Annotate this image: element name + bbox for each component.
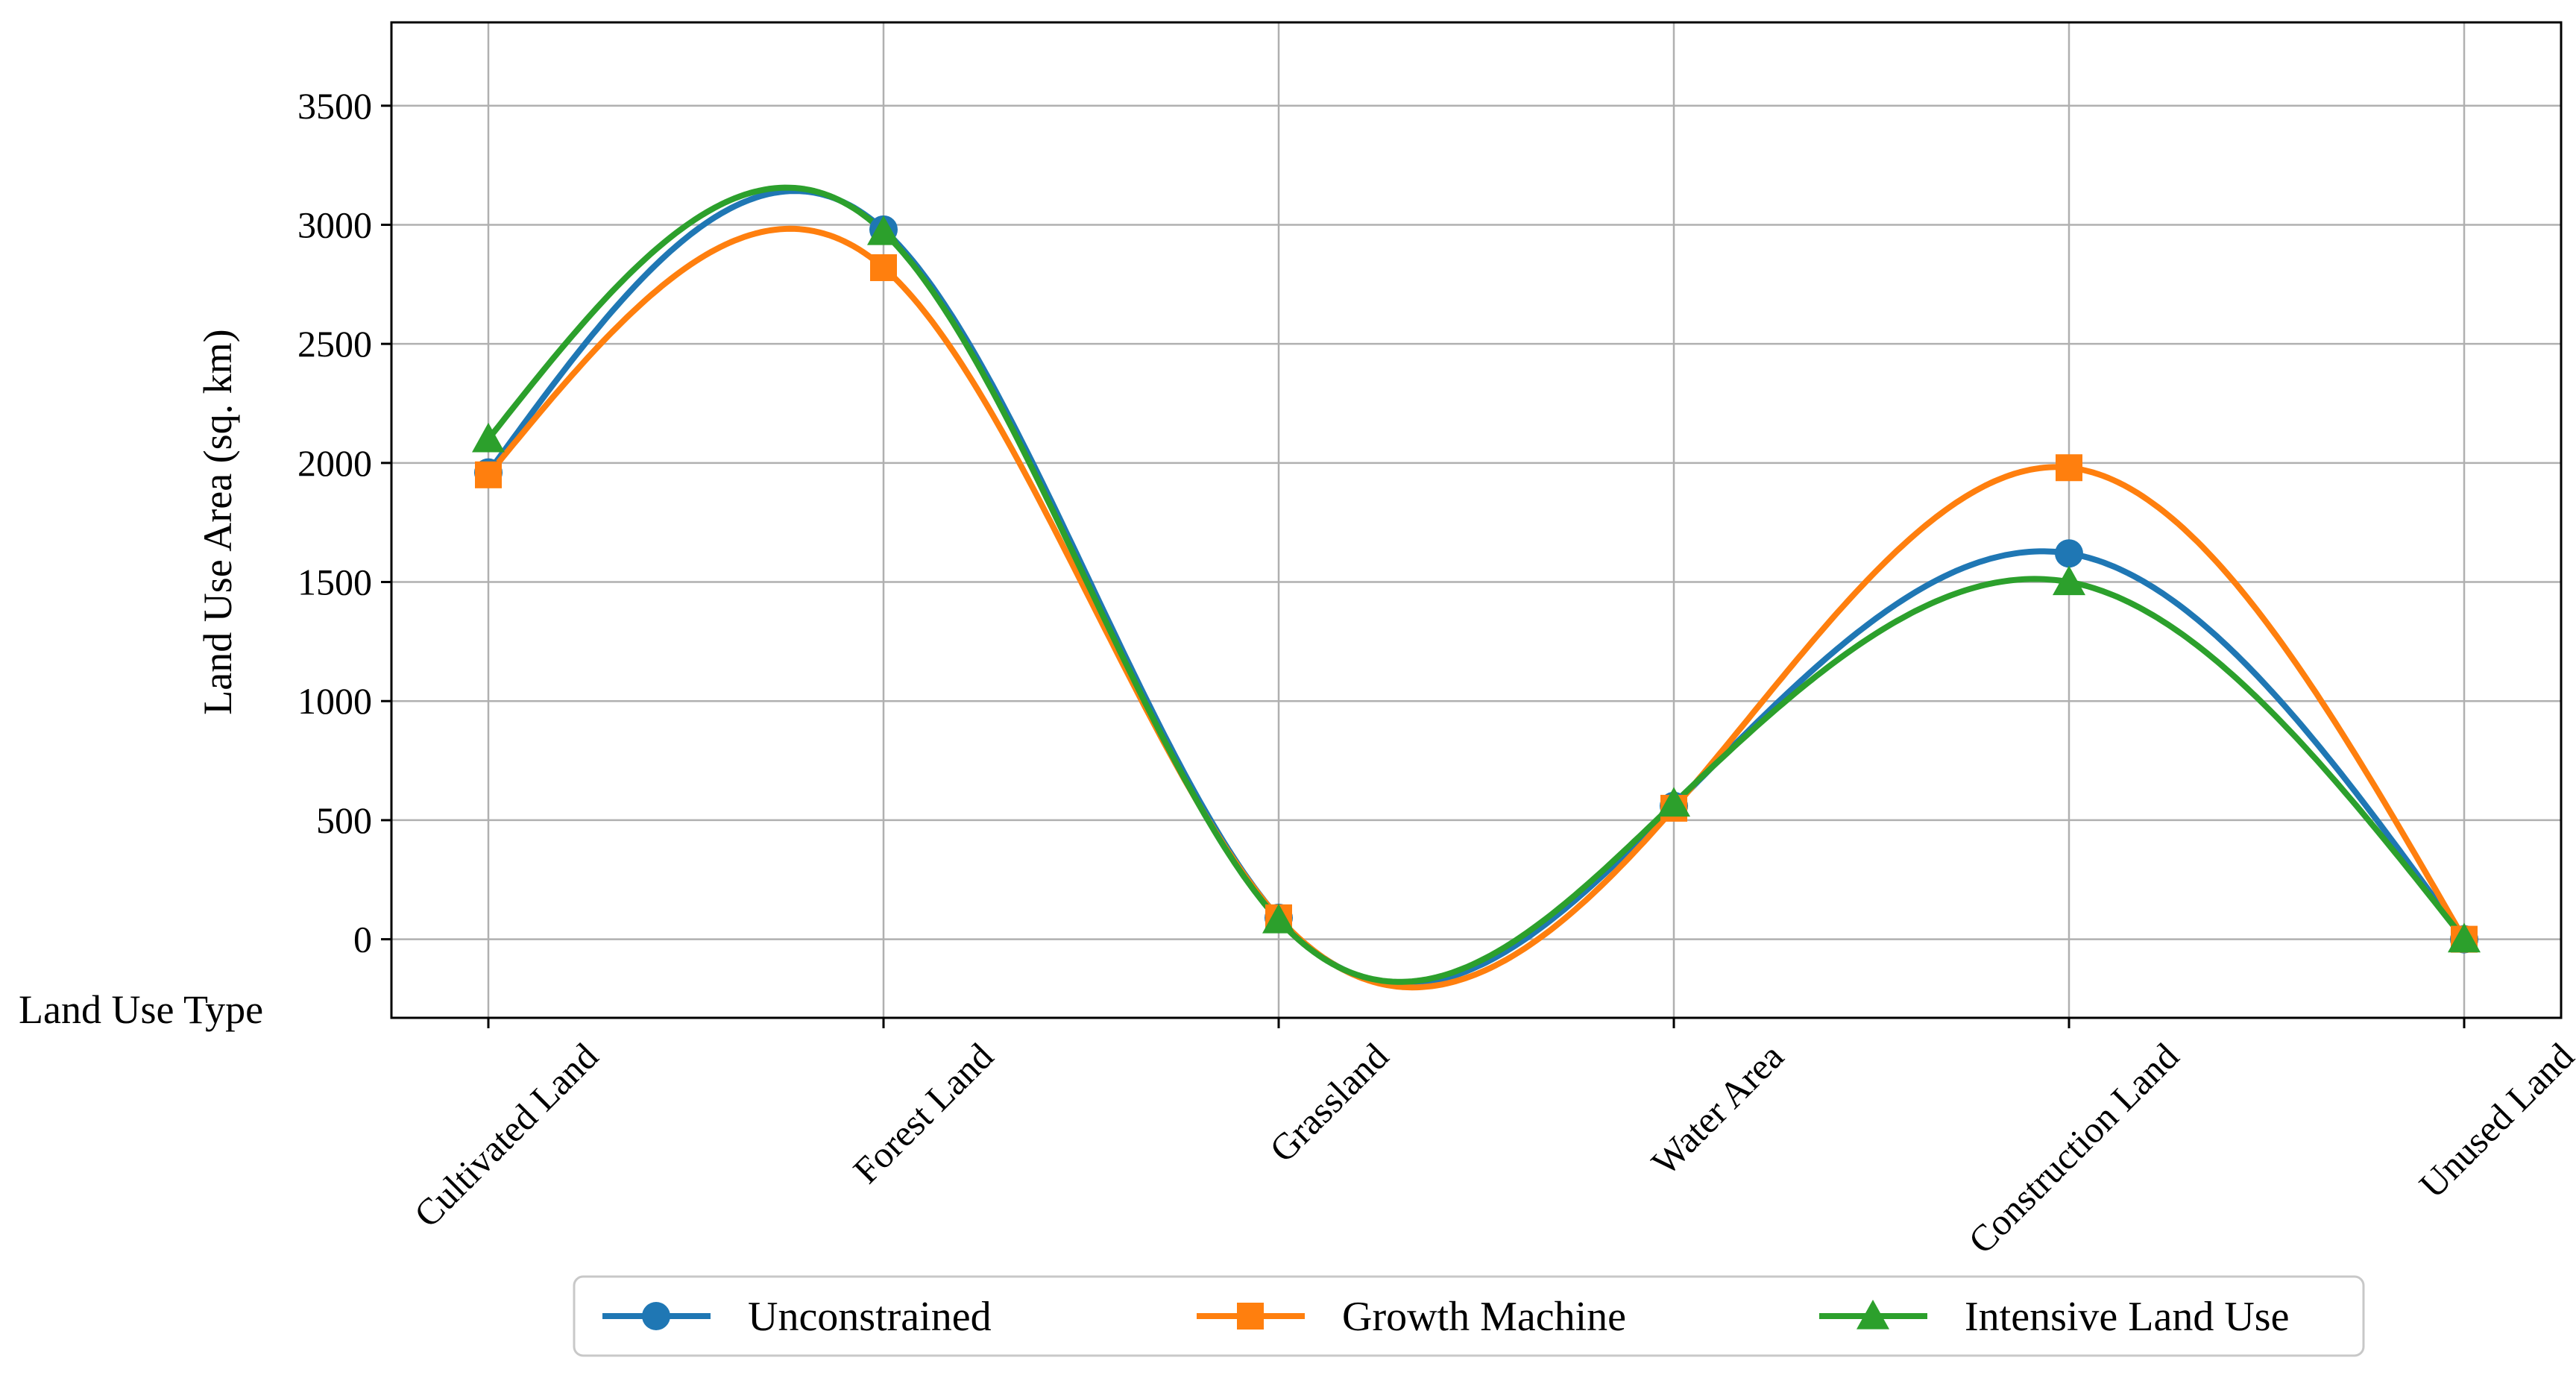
legend-marker xyxy=(1237,1303,1264,1330)
series-markers xyxy=(472,215,2481,954)
data-point-intensive-land-use xyxy=(867,215,900,245)
y-tick-label: 2000 xyxy=(297,442,372,484)
series-line-unconstrained xyxy=(485,188,2467,987)
legend-marker xyxy=(642,1302,670,1330)
legend-box xyxy=(573,1275,2365,1357)
data-point-intensive-land-use xyxy=(472,422,505,453)
data-point-intensive-land-use xyxy=(1262,904,1295,934)
data-point-unconstrained xyxy=(2055,539,2083,568)
series-line-growth-machine xyxy=(485,225,2467,991)
data-point-intensive-land-use xyxy=(2448,922,2481,953)
x-tick-label: Unused Land xyxy=(2411,1035,2576,1206)
x-tick-label: Forest Land xyxy=(845,1035,1001,1191)
series-lines xyxy=(485,184,2467,991)
y-tick-label: 500 xyxy=(316,799,372,841)
x-tick-label: Construction Land xyxy=(1960,1035,2187,1262)
data-point-growth-machine xyxy=(870,254,897,281)
legend-marker xyxy=(1857,1300,1889,1330)
data-point-intensive-land-use xyxy=(2053,565,2085,596)
y-tick-label: 1000 xyxy=(297,680,372,722)
legend-label: Growth Machine xyxy=(1342,1294,1626,1340)
y-tick-label: 0 xyxy=(353,919,372,960)
data-point-growth-machine xyxy=(2056,454,2082,482)
data-point-intensive-land-use xyxy=(1657,787,1690,817)
data-point-growth-machine xyxy=(475,461,502,488)
y-tick-label: 3500 xyxy=(297,85,372,127)
y-tick-label: 2500 xyxy=(297,323,372,365)
y-tick-label: 3000 xyxy=(297,204,372,245)
grid xyxy=(391,22,2561,1018)
y-axis-ticks: 0 500 1000 1500 2000 2500 3000 3500 xyxy=(297,85,391,960)
x-tick-label: Cultivated Land xyxy=(406,1035,605,1235)
x-tick-label: Water Area xyxy=(1643,1035,1792,1183)
x-axis-ticks: Cultivated Land Forest Land Grassland Water… xyxy=(406,1018,2576,1262)
legend: Unconstrained Growth Machine Intensive Lan… xyxy=(573,1275,2365,1357)
plot-area-frame xyxy=(390,21,2563,1019)
legend-label: Unconstrained xyxy=(748,1294,992,1340)
x-tick-label: Grassland xyxy=(1262,1035,1396,1170)
series-line-intensive-land-use xyxy=(485,184,2467,985)
y-tick-label: 1500 xyxy=(297,561,372,603)
x-axis-title: Land Use Type xyxy=(19,987,263,1032)
y-axis-title: Land Use Area (sq. km) xyxy=(195,329,240,714)
legend-label: Intensive Land Use xyxy=(1965,1294,2289,1340)
